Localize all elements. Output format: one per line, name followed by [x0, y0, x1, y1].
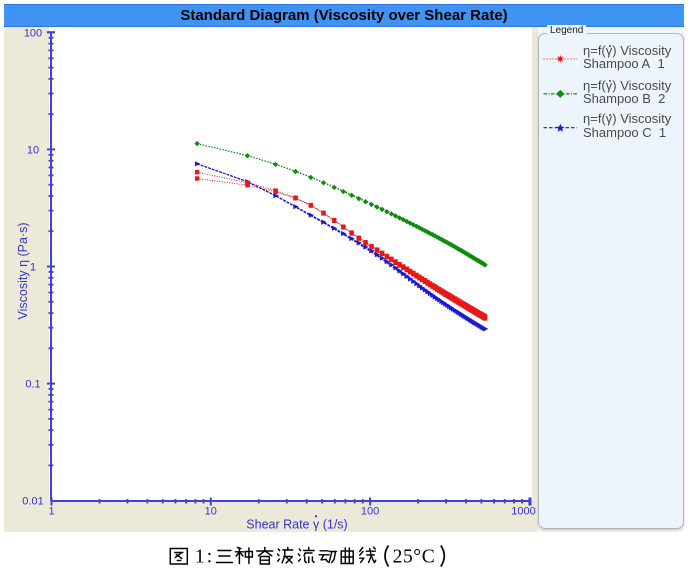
svg-text::: : [207, 546, 212, 567]
svg-text:1: 1 [30, 262, 36, 274]
svg-text:1: 1 [48, 506, 54, 518]
svg-text:Viscosity η (Pa·s): Viscosity η (Pa·s) [16, 222, 30, 319]
svg-text:1: 1 [195, 546, 205, 567]
svg-text:25°C: 25°C [393, 546, 436, 567]
svg-text:10: 10 [27, 144, 39, 156]
svg-text:10: 10 [205, 506, 217, 518]
svg-text:0.1: 0.1 [25, 379, 40, 391]
svg-text:1000: 1000 [511, 506, 535, 518]
svg-text:100: 100 [361, 506, 379, 518]
svg-text:0.01: 0.01 [22, 496, 43, 508]
svg-text:100: 100 [24, 27, 42, 39]
svg-text:Shear Rate γ (1/s): Shear Rate γ (1/s) [246, 518, 347, 532]
